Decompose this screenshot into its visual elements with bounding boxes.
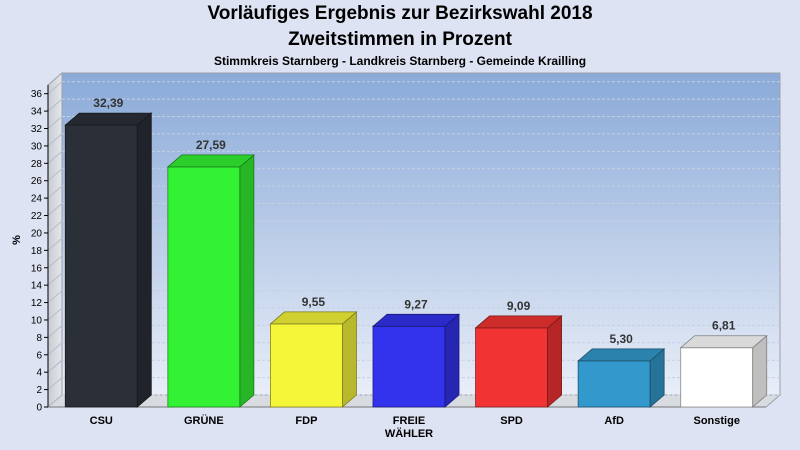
y-tick-label: 2 (36, 385, 42, 396)
wall-gridline (47, 133, 63, 147)
wall-gridline (47, 377, 63, 390)
wall-gridline (47, 255, 63, 269)
wall-gridline (47, 150, 63, 164)
bar-front (64, 124, 138, 408)
wall-gridline (47, 394, 63, 408)
wall-gridline (47, 290, 63, 303)
data-label: 27,59 (196, 138, 226, 152)
bar-2: 27,59 (166, 138, 255, 408)
bar-front (680, 347, 754, 408)
y-tick-label: 24 (31, 194, 43, 205)
y-tick-label: 30 (31, 141, 43, 152)
y-tick-label: 10 (31, 315, 43, 326)
bar-front (167, 166, 241, 408)
y-tick-label: 8 (36, 333, 42, 344)
wall-gridline (47, 220, 63, 234)
y-tick-label: 34 (31, 107, 43, 118)
bar-top (577, 348, 666, 362)
y-tick-label: 28 (31, 159, 43, 170)
data-label: 9,09 (507, 299, 531, 313)
bar-front (270, 323, 343, 408)
bar-7: 6,81 (679, 319, 768, 408)
chart-title-line2: Zweitstimmen in Prozent (288, 29, 512, 50)
bar-front (372, 325, 446, 408)
x-tick-label: Sonstige (693, 415, 739, 427)
bar-5: 9,09 (474, 299, 563, 408)
bar-top (371, 313, 461, 327)
y-tick-label: 20 (31, 228, 43, 239)
y-tick-label: 22 (31, 211, 43, 222)
bar-top (64, 112, 153, 126)
wall-gridline (47, 324, 63, 338)
wall-gridline (47, 185, 63, 199)
bar-top (269, 311, 358, 325)
x-tick-label: AfD (604, 415, 624, 427)
data-label: 6,81 (712, 319, 736, 333)
x-tick-label: CSU (90, 415, 113, 427)
bar-4: 9,27 (371, 297, 461, 408)
wall-gridline (47, 168, 63, 182)
bar-top (679, 335, 768, 349)
y-tick-label: 12 (31, 298, 43, 309)
data-label: 32,39 (93, 96, 123, 110)
bar-front (475, 327, 548, 408)
bar-top (166, 154, 255, 168)
y-axis-label: % (11, 235, 23, 245)
y-tick-label: 18 (31, 246, 43, 257)
y-tick-label: 16 (31, 263, 43, 274)
wall-gridline (47, 98, 63, 112)
bar-side (136, 112, 152, 408)
y-tick-label: 26 (31, 176, 43, 187)
bar-3: 9,55 (269, 295, 358, 408)
x-tick-label: FREIE (393, 415, 425, 427)
bar-side (547, 315, 562, 408)
wall-gridline (47, 81, 63, 95)
bar-side (444, 313, 460, 408)
y-tick-label: 4 (36, 368, 42, 379)
chart-title: Vorläufiges Ergebnis zur Bezirkswahl 201… (207, 3, 593, 24)
y-tick-label: 0 (36, 403, 42, 414)
bar-side (239, 154, 255, 408)
wall-gridline (47, 307, 63, 321)
chart-subtitle: Stimmkreis Starnberg - Landkreis Starnbe… (213, 54, 587, 68)
wall-gridline (47, 359, 63, 373)
x-tick-label: WÄHLER (385, 427, 433, 440)
data-label: 9,27 (404, 297, 428, 311)
wall-gridline (47, 203, 63, 216)
data-label: 9,55 (302, 295, 326, 309)
x-tick-label: GRÜNE (184, 414, 224, 427)
wall-gridline (47, 342, 63, 356)
bar-1: 32,39 (64, 96, 153, 408)
wall-gridline (47, 237, 63, 251)
wall-gridline (47, 116, 63, 129)
bar-top (474, 315, 563, 329)
y-tick-label: 6 (36, 350, 42, 361)
bar-side (342, 311, 357, 408)
x-tick-label: SPD (500, 415, 523, 427)
wall-gridline (47, 272, 63, 286)
data-label: 5,30 (609, 332, 633, 346)
y-tick-label: 14 (31, 281, 43, 292)
y-tick-label: 36 (31, 89, 43, 100)
bar-front (577, 360, 651, 408)
bar-6: 5,30 (577, 332, 666, 408)
y-tick-label: 32 (31, 124, 43, 135)
x-tick-label: FDP (295, 415, 317, 427)
